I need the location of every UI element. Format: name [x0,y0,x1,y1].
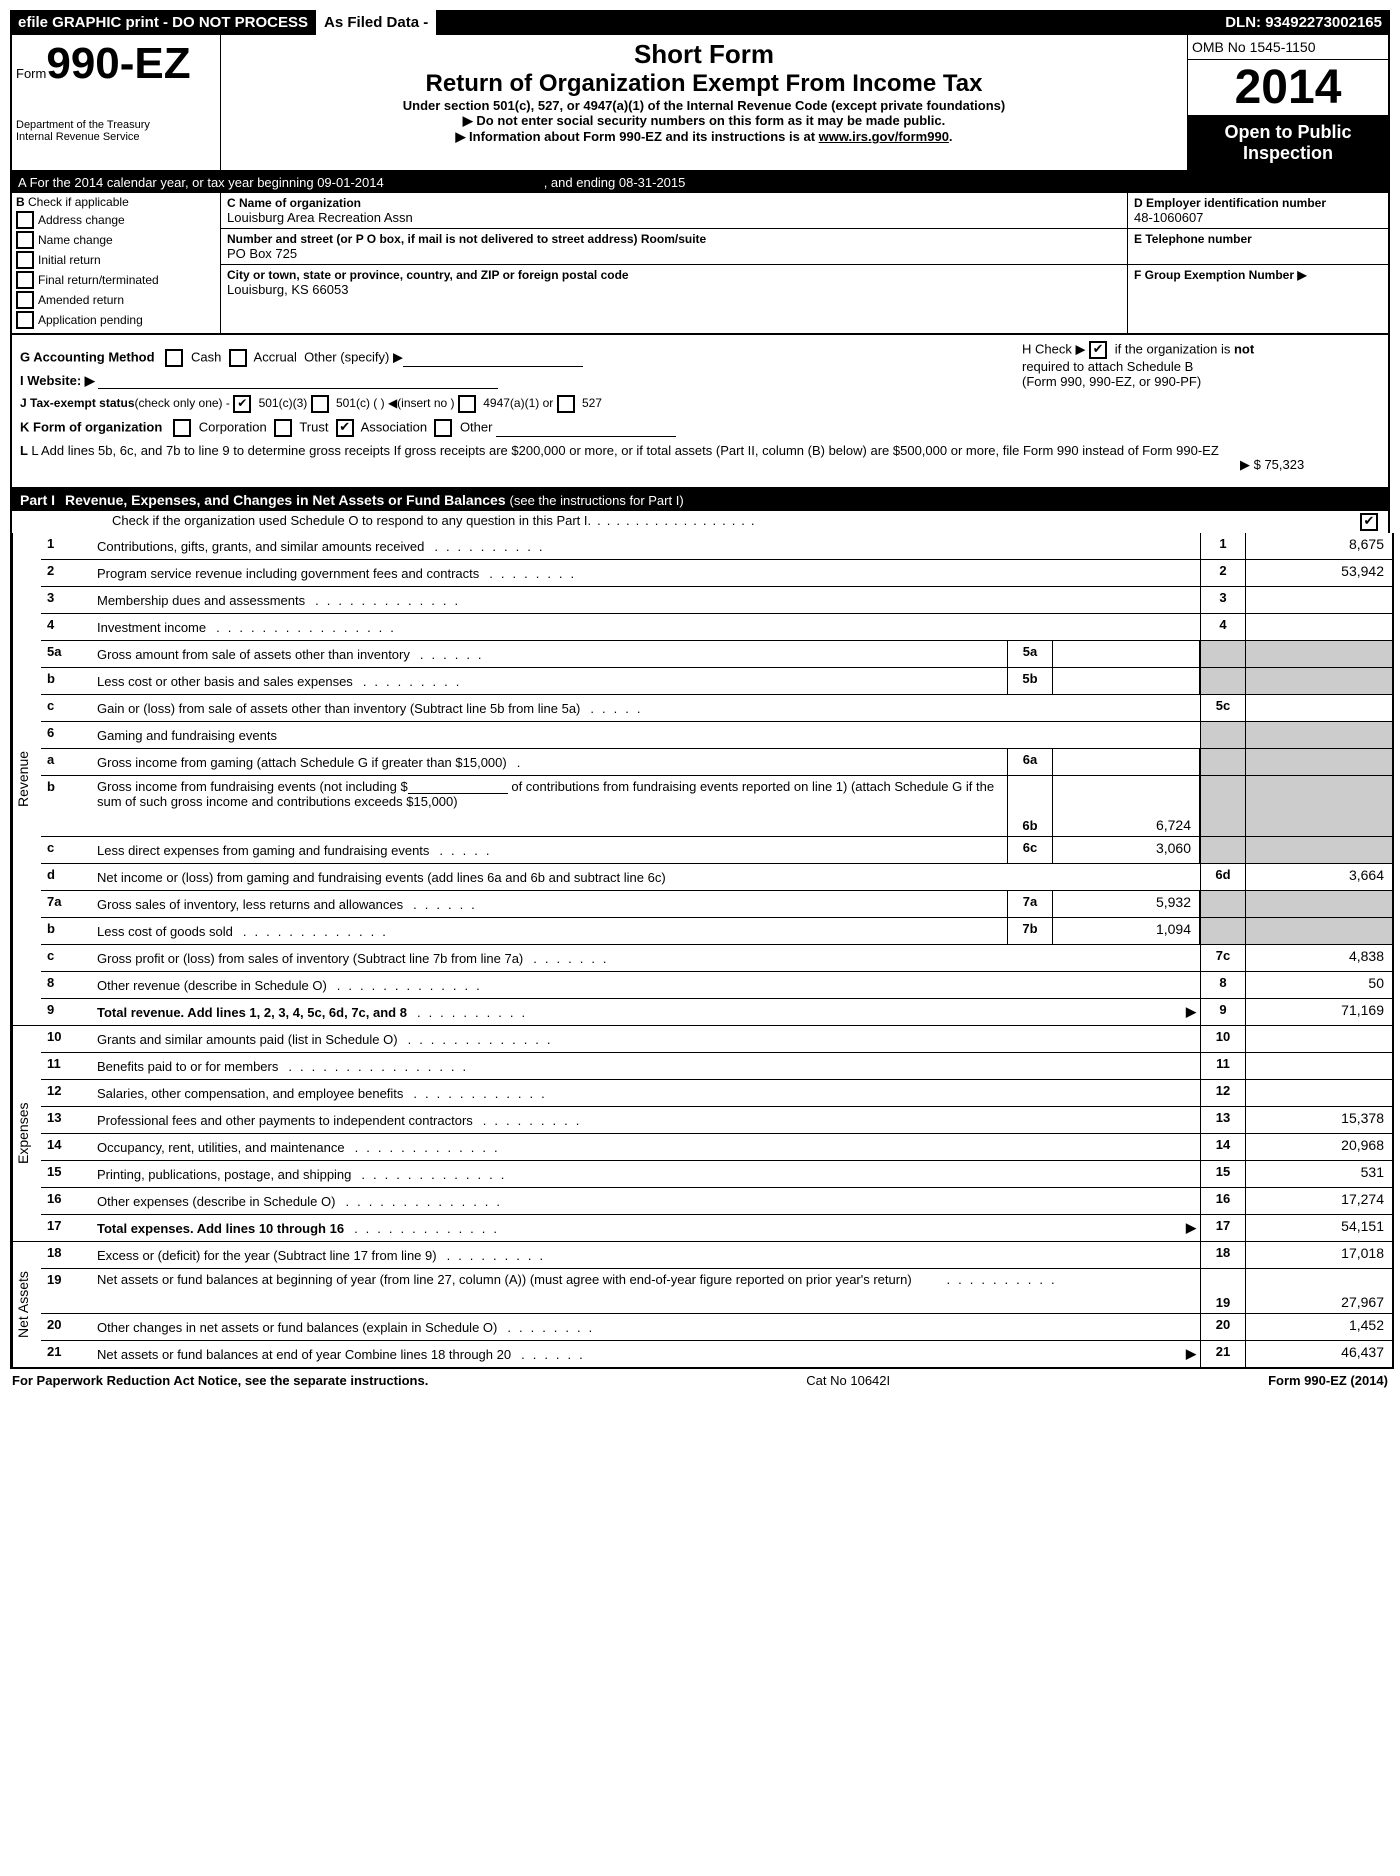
line-4: 4Investment income................4 [41,613,1392,640]
line-6: 6Gaming and fundraising events [41,721,1392,748]
line-20: 20Other changes in net assets or fund ba… [41,1313,1392,1340]
line-6a: aGross income from gaming (attach Schedu… [41,748,1392,775]
efile-label: efile GRAPHIC print - DO NOT PROCESS [10,10,316,35]
chk-schedule-o[interactable]: ✔ [1360,513,1378,531]
line-8: 8Other revenue (describe in Schedule O).… [41,971,1392,998]
column-def: D Employer identification number 48-1060… [1128,193,1388,333]
chk-accrual[interactable] [229,349,247,367]
schedule-o-check: Check if the organization used Schedule … [10,511,1390,533]
revenue-label: Revenue [12,533,41,1025]
org-street: PO Box 725 [227,246,1121,261]
chk-trust[interactable] [274,419,292,437]
chk-final-return[interactable] [16,271,34,289]
form-label: Form [16,66,46,81]
chk-527[interactable] [557,395,575,413]
org-city: Louisburg, KS 66053 [227,282,1121,297]
line-5c: cGain or (loss) from sale of assets othe… [41,694,1392,721]
omb-number: OMB No 1545-1150 [1188,35,1388,60]
chk-address-change[interactable] [16,211,34,229]
line-5b: bLess cost or other basis and sales expe… [41,667,1392,694]
irs-link[interactable]: www.irs.gov/form990 [819,129,949,144]
dept-irs: Internal Revenue Service [16,131,216,143]
chk-name-change[interactable] [16,231,34,249]
line-1: 1Contributions, gifts, grants, and simil… [41,533,1392,559]
chk-4947[interactable] [458,395,476,413]
line-19: 19Net assets or fund balances at beginni… [41,1268,1392,1313]
line-10: 10Grants and similar amounts paid (list … [41,1026,1392,1052]
chk-h[interactable]: ✔ [1089,341,1107,359]
line-5a: 5aGross amount from sale of assets other… [41,640,1392,667]
line-l: L L Add lines 5b, 6c, and 7b to line 9 t… [20,443,1380,473]
line-7c: cGross profit or (loss) from sales of in… [41,944,1392,971]
line-7a: 7aGross sales of inventory, less returns… [41,890,1392,917]
cat-no: Cat No 10642I [428,1373,1268,1388]
line-2: 2Program service revenue including gover… [41,559,1392,586]
chk-corp[interactable] [173,419,191,437]
chk-assoc[interactable]: ✔ [336,419,354,437]
ein: 48-1060607 [1134,210,1382,225]
chk-501c3[interactable]: ✔ [233,395,251,413]
line-j: J Tax-exempt status(check only one) - ✔ … [20,395,1380,413]
line-a-label: A For the 2014 calendar year, or tax yea… [18,175,384,190]
chk-initial-return[interactable] [16,251,34,269]
line-14: 14Occupancy, rent, utilities, and mainte… [41,1133,1392,1160]
dept-treasury: Department of the Treasury [16,119,216,131]
chk-501c[interactable] [311,395,329,413]
org-info-section: A For the 2014 calendar year, or tax yea… [10,172,1390,335]
form-header: Form990-EZ Department of the Treasury In… [10,35,1390,172]
line-13: 13Professional fees and other payments t… [41,1106,1392,1133]
line-12: 12Salaries, other compensation, and empl… [41,1079,1392,1106]
column-b: B Check if applicable Address change Nam… [12,193,221,333]
under-section: Under section 501(c), 527, or 4947(a)(1)… [231,98,1177,113]
line-3: 3Membership dues and assessments........… [41,586,1392,613]
short-form-title: Short Form [231,39,1177,70]
line-15: 15Printing, publications, postage, and s… [41,1160,1392,1187]
line-6c: cLess direct expenses from gaming and fu… [41,836,1392,863]
line-h: H Check ▶ ✔ if the organization is not r… [1022,341,1382,389]
line-11: 11Benefits paid to or for members.......… [41,1052,1392,1079]
chk-other[interactable] [434,419,452,437]
part1-header: Part I Revenue, Expenses, and Changes in… [10,489,1390,511]
column-c: C Name of organization Louisburg Area Re… [221,193,1128,333]
open-public: Open to Public Inspection [1188,116,1388,170]
dln-label: DLN: 93492273002165 [1217,10,1390,35]
footer: For Paperwork Reduction Act Notice, see … [10,1369,1390,1392]
middle-block: H Check ▶ ✔ if the organization is not r… [10,335,1390,489]
line-7b: bLess cost of goods sold.............7b1… [41,917,1392,944]
line-17: 17Total expenses. Add lines 10 through 1… [41,1214,1392,1241]
as-filed-label: As Filed Data - [316,10,436,35]
tax-year: 2014 [1188,60,1388,116]
info-line: ▶ Information about Form 990-EZ and its … [231,129,1177,145]
netassets-label: Net Assets [12,1242,41,1367]
line-6b: bGross income from fundraising events (n… [41,775,1392,836]
return-title: Return of Organization Exempt From Incom… [231,70,1177,98]
line-16: 16Other expenses (describe in Schedule O… [41,1187,1392,1214]
chk-amended[interactable] [16,291,34,309]
form-ref: Form 990-EZ (2014) [1268,1373,1388,1388]
org-name: Louisburg Area Recreation Assn [227,210,1121,225]
line-18: 18Excess or (deficit) for the year (Subt… [41,1242,1392,1268]
expenses-label: Expenses [12,1026,41,1241]
line-k: K Form of organization Corporation Trust… [20,419,1380,437]
form-number: 990-EZ [46,39,190,88]
line-21: 21Net assets or fund balances at end of … [41,1340,1392,1367]
line-9: 9Total revenue. Add lines 1, 2, 3, 4, 5c… [41,998,1392,1025]
line-6d: dNet income or (loss) from gaming and fu… [41,863,1392,890]
paperwork-notice: For Paperwork Reduction Act Notice, see … [12,1373,428,1388]
line-l-value: ▶ $ 75,323 [1240,443,1380,473]
efile-top-bar: efile GRAPHIC print - DO NOT PROCESS As … [10,10,1390,35]
ssn-warning: ▶ Do not enter social security numbers o… [231,113,1177,129]
part1-table: Revenue 1Contributions, gifts, grants, a… [10,533,1394,1369]
line-a-ending: , and ending 08-31-2015 [544,175,686,190]
chk-cash[interactable] [165,349,183,367]
chk-pending[interactable] [16,311,34,329]
